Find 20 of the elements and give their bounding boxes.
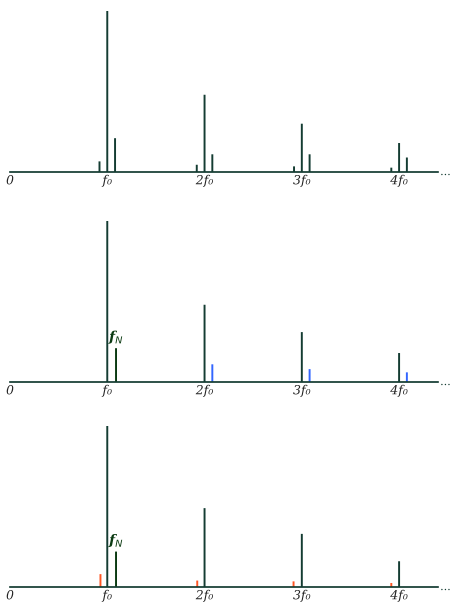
x-tick-label: f₀ (102, 590, 112, 602)
x-tick-label: 2f₀ (196, 384, 213, 397)
x-tick-label: 3f₀ (293, 174, 310, 187)
x-tick-label: 0 (6, 175, 14, 184)
x-tick-label: 4f₀ (390, 590, 408, 602)
x-tick-label: 3f₀ (293, 384, 310, 397)
annotation: f$_{N}$ (108, 330, 122, 344)
text: ... (441, 174, 450, 176)
x-tick-label: 4f₀ (390, 384, 408, 397)
annotation: f$_{N}$ (108, 534, 122, 548)
text: ... (441, 588, 450, 590)
x-tick-label: 3f₀ (293, 590, 310, 602)
x-tick-label: 2f₀ (196, 174, 213, 187)
x-tick-label: f₀ (102, 174, 112, 187)
x-tick-label: 4f₀ (390, 174, 408, 187)
x-tick-label: 0 (6, 590, 14, 600)
x-tick-label: f₀ (102, 384, 112, 397)
x-tick-label: 0 (6, 385, 14, 394)
x-tick-label: 2f₀ (196, 590, 213, 602)
text: ... (441, 384, 450, 386)
